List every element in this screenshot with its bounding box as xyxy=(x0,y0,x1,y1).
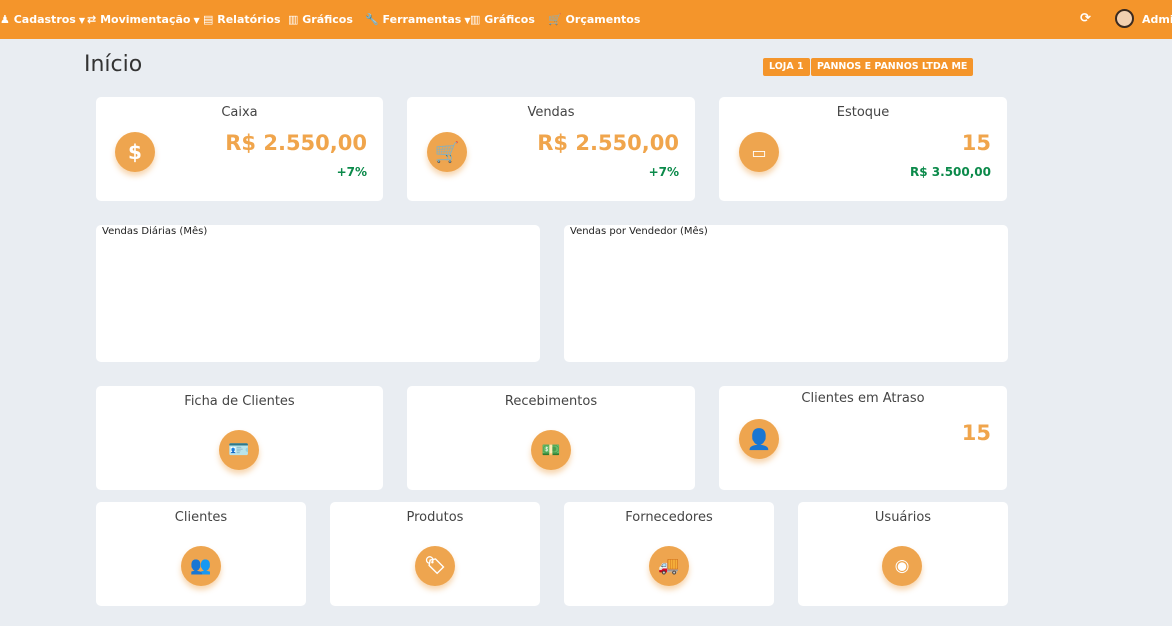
user-icon: 👤 xyxy=(739,419,779,459)
cart-icon: 🛒 xyxy=(548,13,562,26)
usuarios-card[interactable]: Usuários ◉ xyxy=(798,502,1008,606)
vendas-card[interactable]: Vendas 🛒 R$ 2.550,00 +7% xyxy=(407,97,695,201)
nav-graficos-2[interactable]: ▥ Gráficos xyxy=(470,13,535,26)
estoque-card[interactable]: Estoque ▭ 15 R$ 3.500,00 xyxy=(719,97,1007,201)
exchange-icon: ⇄ xyxy=(87,13,97,26)
clientes-card[interactable]: Clientes 👥 xyxy=(96,502,306,606)
user-circle-icon: ◉ xyxy=(882,546,922,586)
cart-icon: 🛒 xyxy=(427,132,467,172)
recebimentos-card[interactable]: Recebimentos 💵 xyxy=(407,386,695,490)
id-card-icon: 🪪 xyxy=(219,430,259,470)
nav-label: Movimentação xyxy=(100,13,191,26)
company-badge: PANNOS E PANNOS LTDA ME xyxy=(811,58,974,76)
card-title: Produtos xyxy=(406,510,464,525)
produtos-card[interactable]: Produtos 🏷 xyxy=(330,502,540,606)
user-menu[interactable]: Admin xyxy=(1142,13,1172,26)
card-title: Clientes xyxy=(174,510,228,525)
nav-movimentacao[interactable]: ⇄ Movimentação ▼ xyxy=(87,13,200,26)
chart-title: Vendas por Vendedor (Mês) xyxy=(570,226,708,237)
card-title: Estoque xyxy=(836,105,890,120)
refresh-icon[interactable]: ⟳ xyxy=(1080,11,1091,26)
vendas-value: R$ 2.550,00 xyxy=(537,131,679,155)
archive-icon: ▭ xyxy=(739,132,779,172)
nav-label: Ferramentas xyxy=(382,13,462,26)
nav-label: Cadastros xyxy=(13,13,76,26)
caret-down-icon: ▼ xyxy=(78,16,86,25)
card-title: Clientes em Atraso xyxy=(801,391,925,406)
wrench-icon: 🔧 xyxy=(365,13,379,26)
estoque-amount: R$ 3.500,00 xyxy=(910,165,991,179)
nav-label: Relatórios xyxy=(217,13,281,26)
caret-down-icon: ▼ xyxy=(193,16,200,25)
caixa-card[interactable]: Caixa $ R$ 2.550,00 +7% xyxy=(96,97,383,201)
truck-icon: 🚚 xyxy=(649,546,689,586)
atraso-value: 15 xyxy=(961,421,991,445)
vendas-vendedor-chart: Vendas por Vendedor (Mês) xyxy=(564,225,1008,362)
clientes-atraso-card[interactable]: Clientes em Atraso 👤 15 xyxy=(719,386,1007,490)
card-title: Usuários xyxy=(874,510,932,525)
chart-title: Vendas Diárias (Mês) xyxy=(102,226,208,237)
list-icon: ▤ xyxy=(203,13,214,26)
tag-icon: 🏷 xyxy=(415,546,455,586)
caixa-value: R$ 2.550,00 xyxy=(225,131,367,155)
nav-relatorios[interactable]: ▤ Relatórios xyxy=(203,13,281,26)
card-title: Vendas xyxy=(527,105,575,120)
caixa-delta: +7% xyxy=(336,165,367,179)
fornecedores-card[interactable]: Fornecedores 🚚 xyxy=(564,502,774,606)
nav-ferramentas[interactable]: 🔧 Ferramentas ▼ xyxy=(365,13,471,26)
dollar-icon: $ xyxy=(115,132,155,172)
nav-label: Orçamentos xyxy=(565,13,641,26)
users-icon: 👥 xyxy=(181,546,221,586)
nav-cadastros[interactable]: ♟ Cadastros ▼ xyxy=(0,13,85,26)
nav-orcamentos[interactable]: 🛒 Orçamentos xyxy=(548,13,640,26)
nav-graficos[interactable]: ▥ Gráficos xyxy=(288,13,353,26)
caret-down-icon: ▼ xyxy=(464,16,471,25)
nav-label: Gráficos xyxy=(484,13,535,26)
top-navbar: ♟ Cadastros ▼ ⇄ Movimentação ▼ ▤ Relatório… xyxy=(0,0,1172,39)
bar-chart-icon: ▥ xyxy=(470,13,481,26)
vendas-delta: +7% xyxy=(648,165,679,179)
avatar[interactable] xyxy=(1115,9,1134,28)
estoque-value: 15 xyxy=(961,131,991,155)
vendas-diarias-chart: Vendas Diárias (Mês) xyxy=(96,225,540,362)
bar-chart-icon: ▥ xyxy=(288,13,299,26)
card-title: Ficha de Clientes xyxy=(184,394,295,409)
money-icon: 💵 xyxy=(531,430,571,470)
card-title: Fornecedores xyxy=(625,510,713,525)
ficha-clientes-card[interactable]: Ficha de Clientes 🪪 xyxy=(96,386,383,490)
page-title: Início xyxy=(84,52,143,77)
card-title: Caixa xyxy=(221,105,258,120)
store-badge: LOJA 1 xyxy=(763,58,810,76)
nav-label: Gráficos xyxy=(302,13,353,26)
card-title: Recebimentos xyxy=(504,394,598,409)
user-icon: ♟ xyxy=(0,13,10,26)
